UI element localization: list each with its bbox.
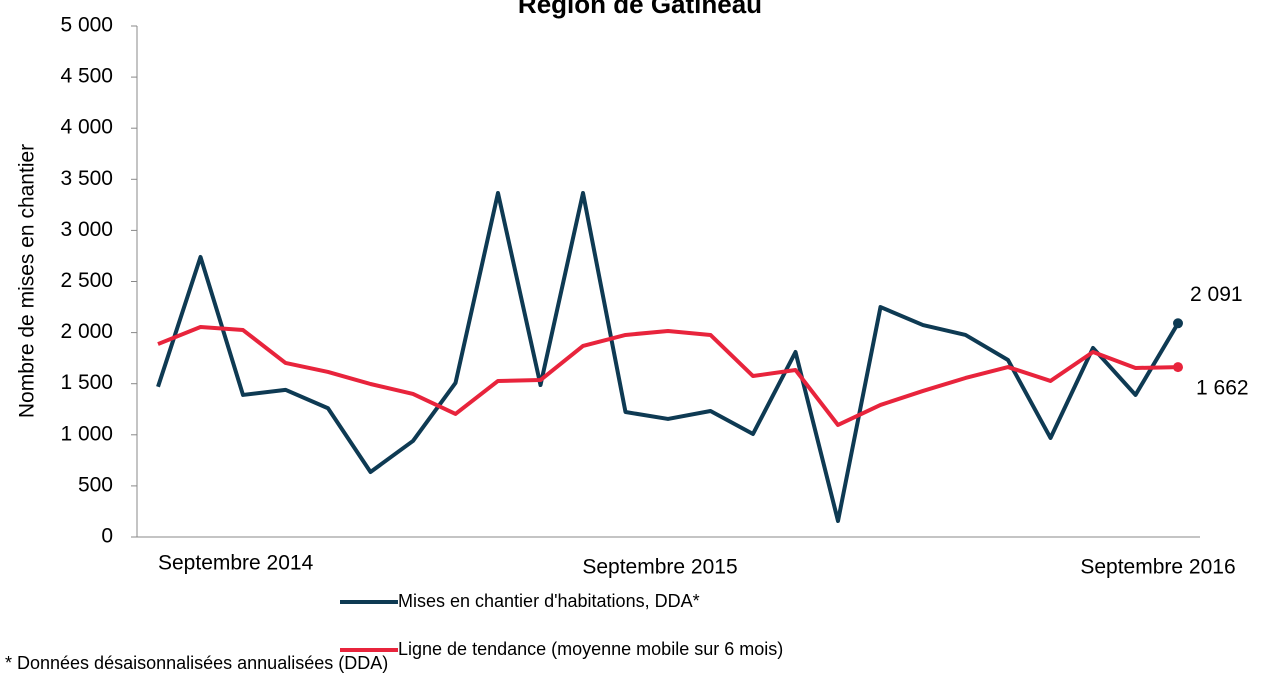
y-tick-label: 1 500 xyxy=(60,371,113,394)
series-line xyxy=(156,190,1180,523)
end-marker xyxy=(1173,362,1183,373)
footnote: * Données désaisonnalisées annualisées (… xyxy=(5,653,388,673)
y-tick-label: 2 000 xyxy=(60,320,113,343)
y-axis-label: Nombre de mises en chantier xyxy=(16,144,39,418)
end-marker xyxy=(1173,318,1183,329)
y-tick-label: 5 000 xyxy=(60,14,113,37)
legend-label: Mises en chantier d'habitations, DDA* xyxy=(398,591,700,611)
y-tick-label: 3 500 xyxy=(60,167,113,190)
data-label: 2 091 xyxy=(1190,283,1243,306)
y-tick-label: 500 xyxy=(78,473,113,496)
y-tick-label: 0 xyxy=(101,525,113,548)
legend-label: Ligne de tendance (moyenne mobile sur 6 … xyxy=(398,639,783,659)
x-tick-label: Septembre 2015 xyxy=(582,556,737,579)
chart-title: Région de Gatineau xyxy=(518,0,762,19)
x-tick-label: Septembre 2014 xyxy=(158,552,314,575)
x-tick-label: Septembre 2016 xyxy=(1080,556,1235,579)
y-tick-label: 3 000 xyxy=(60,218,113,241)
data-label: 1 662 xyxy=(1196,377,1249,400)
y-tick-label: 2 500 xyxy=(60,269,113,292)
series-line xyxy=(157,324,1179,427)
y-tick-label: 1 000 xyxy=(60,422,113,445)
y-tick-label: 4 500 xyxy=(60,65,113,88)
y-tick-label: 4 000 xyxy=(60,116,113,139)
